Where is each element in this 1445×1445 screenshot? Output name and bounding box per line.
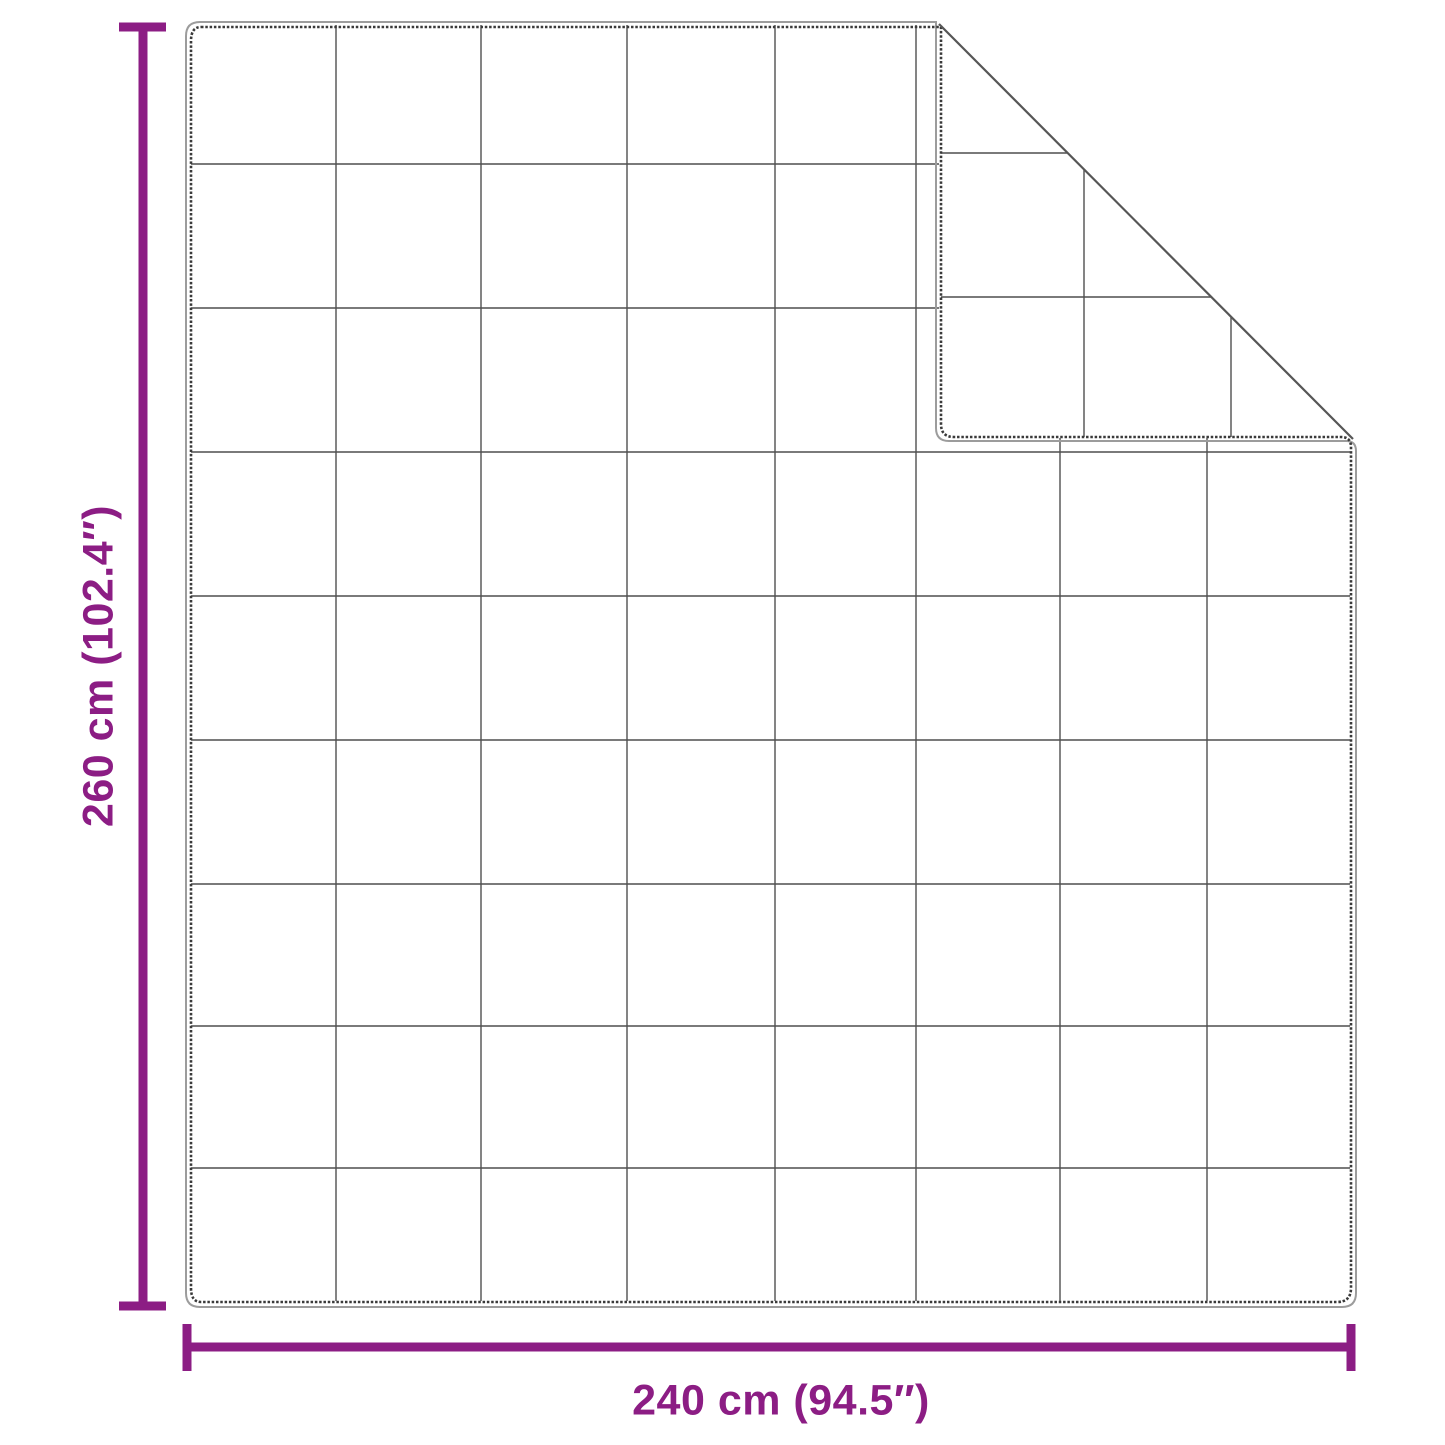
quilt-grid — [191, 25, 1350, 1301]
width-dimension-label: 240 cm (94.5″) — [632, 1376, 930, 1425]
height-dimension-label: 260 cm (102.4″) — [74, 504, 123, 828]
blanket-outline-outer — [185, 21, 1357, 1308]
fold-flap-grid — [941, 152, 1232, 437]
horizontal-dimension-line — [182, 1324, 1356, 1371]
fold-diagonal — [938, 23, 1354, 440]
blanket-outline-stitch — [189, 25, 1353, 1304]
vertical-dimension-line — [119, 22, 166, 1311]
